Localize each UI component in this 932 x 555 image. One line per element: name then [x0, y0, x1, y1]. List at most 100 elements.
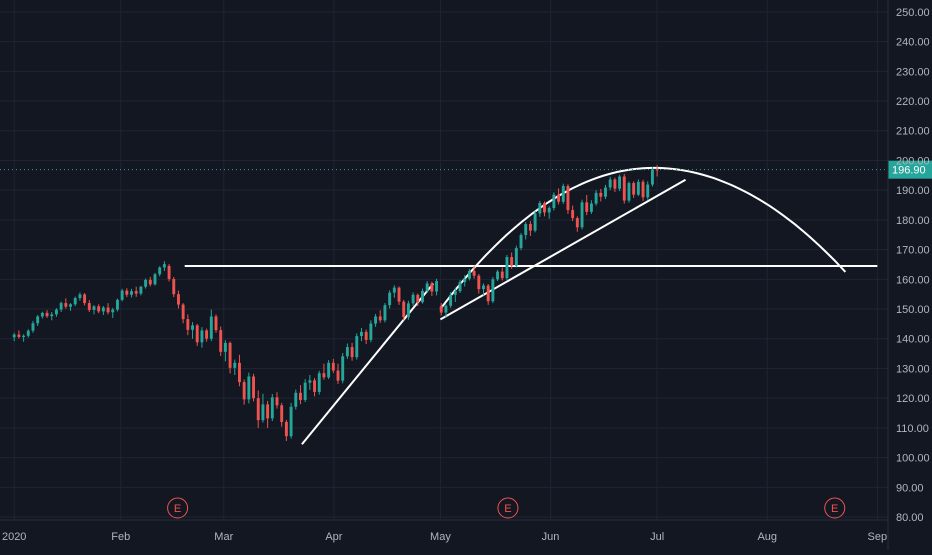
candle-body — [120, 290, 124, 300]
price-tick-label: 130.00 — [896, 363, 930, 375]
earnings-marker[interactable] — [167, 497, 189, 519]
time-axis[interactable]: 2020 Feb Mar Apr May Jun Jul Aug Sep — [0, 519, 888, 543]
candle-body — [388, 292, 392, 306]
candle-body — [303, 382, 307, 400]
time-tick-label: Aug — [757, 531, 777, 543]
earnings-marker[interactable] — [497, 497, 519, 519]
candle-body — [195, 325, 199, 343]
candle-body — [233, 362, 237, 368]
candle-body — [223, 342, 227, 352]
candle-body — [177, 294, 180, 305]
candle-body — [453, 291, 457, 295]
candle-body — [336, 370, 340, 381]
candle-body — [641, 181, 645, 198]
candle-body — [92, 306, 96, 310]
candle-body — [17, 334, 21, 337]
candle-body — [22, 335, 26, 337]
candle-body — [467, 270, 471, 279]
candle-body — [571, 210, 575, 219]
candle-body — [533, 213, 537, 231]
candle-body — [289, 406, 293, 437]
candle-body — [528, 224, 532, 231]
candle-body — [392, 287, 396, 293]
candle-body — [463, 278, 467, 282]
candle-body — [73, 298, 77, 305]
candle-body — [97, 306, 101, 312]
candles — [12, 165, 659, 441]
candle-body — [134, 291, 138, 294]
candle-body — [594, 192, 598, 204]
candle-body — [655, 169, 659, 171]
candle-body — [125, 290, 129, 295]
candle-body — [148, 279, 152, 285]
candle-body — [252, 376, 255, 399]
earnings-marker-label: E — [831, 503, 838, 515]
candle-body — [627, 183, 631, 201]
candle-body — [191, 325, 194, 330]
candle-body — [280, 405, 284, 422]
candle-body — [435, 281, 439, 292]
candle-body — [580, 202, 584, 228]
candle-body — [505, 257, 509, 279]
candle-body — [411, 294, 415, 304]
candle-body — [439, 306, 443, 313]
price-tick-label: 80.00 — [896, 512, 924, 524]
candle-body — [608, 179, 612, 188]
candle-body — [604, 187, 607, 197]
price-tick-label: 210.00 — [896, 126, 930, 138]
last-price-line: 196.90 — [0, 160, 932, 179]
candle-body — [214, 316, 218, 331]
candle-body — [524, 224, 528, 236]
price-tick-label: 190.00 — [896, 185, 930, 197]
candle-body — [458, 281, 462, 292]
candle-body — [40, 312, 44, 317]
earnings-marker[interactable] — [824, 497, 846, 519]
time-tick-label: Feb — [111, 531, 130, 543]
candle-body — [12, 334, 16, 338]
candle-body — [313, 380, 317, 392]
candle-body — [64, 303, 68, 307]
candle-body — [153, 274, 157, 285]
candle-body — [552, 194, 556, 208]
price-tick-label: 110.00 — [896, 423, 929, 435]
candle-body — [331, 362, 335, 371]
candle-body — [585, 202, 589, 212]
candle-body — [636, 181, 640, 195]
candle-body — [54, 309, 58, 315]
arc-drawing[interactable] — [439, 166, 847, 310]
trendline-drawing[interactable] — [439, 178, 687, 321]
earnings-marker-label: E — [174, 503, 181, 515]
candle-body — [275, 397, 279, 406]
price-tick-label: 250.00 — [896, 7, 930, 19]
candle-body — [472, 270, 476, 276]
candle-body — [261, 404, 265, 421]
price-tick-label: 180.00 — [896, 215, 930, 227]
candle-body — [543, 202, 546, 213]
trend-drawings — [184, 166, 878, 445]
candle-body — [360, 331, 363, 337]
candle-body — [111, 309, 115, 313]
candle-body — [87, 303, 91, 310]
candle-body — [566, 186, 570, 211]
candle-body — [500, 271, 504, 279]
candle-body — [491, 279, 495, 302]
candle-body — [364, 331, 368, 340]
candle-body — [101, 307, 105, 312]
candle-body — [589, 203, 593, 212]
candle-body — [444, 305, 448, 313]
candle-body — [519, 235, 523, 249]
price-axis[interactable]: 80.00 90.00 100.00 110.00 120.00 130.00 140.00… — [887, 0, 930, 550]
candle-body — [172, 279, 176, 295]
candle-body — [242, 382, 246, 400]
candle-body — [36, 316, 40, 324]
time-tick-label: Sep — [868, 531, 888, 543]
candle-body — [449, 294, 453, 306]
candle-body — [256, 398, 260, 421]
candle-body — [557, 194, 561, 202]
price-tick-label: 230.00 — [896, 66, 930, 78]
trendline-drawing[interactable] — [301, 282, 435, 445]
time-tick-label: Mar — [214, 531, 233, 543]
